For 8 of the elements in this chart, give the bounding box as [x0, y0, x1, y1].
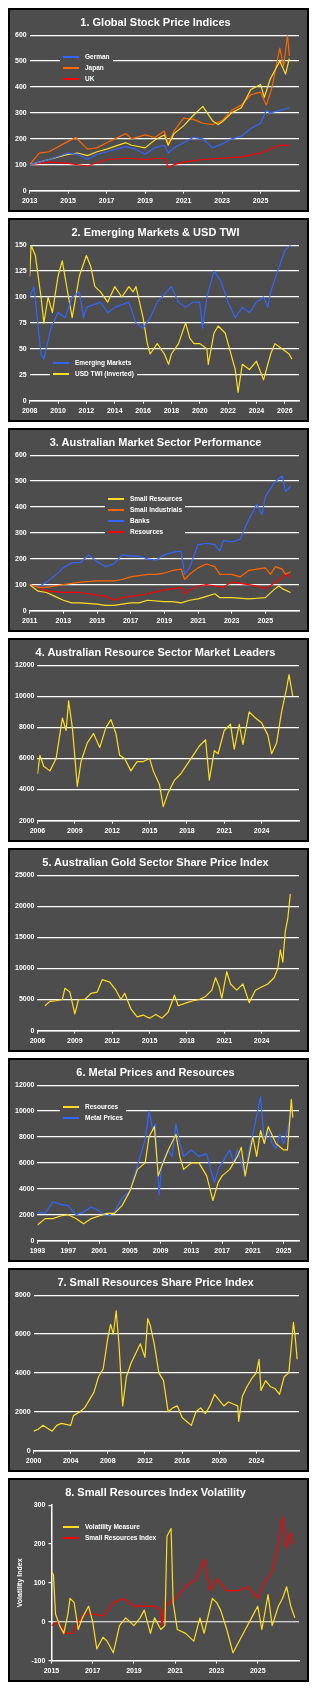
chart-title: 6. Metal Prices and Resources — [76, 1065, 235, 1078]
chart-title: 5. Australian Gold Sector Share Price Index — [42, 855, 270, 868]
chart-title: 3. Australian Market Sector Performance — [49, 435, 262, 448]
chart-title: 1. Global Stock Price Indices — [80, 15, 231, 28]
chart-title: 7. Small Resources Share Price Index — [57, 1275, 255, 1288]
chart-title: 8. Small Resources Index Volatility — [65, 1485, 247, 1498]
chart-title: 2. Emerging Markets & USD TWI — [71, 225, 240, 238]
chart-title: 4. Australian Resource Sector Market Leaders — [35, 645, 276, 658]
